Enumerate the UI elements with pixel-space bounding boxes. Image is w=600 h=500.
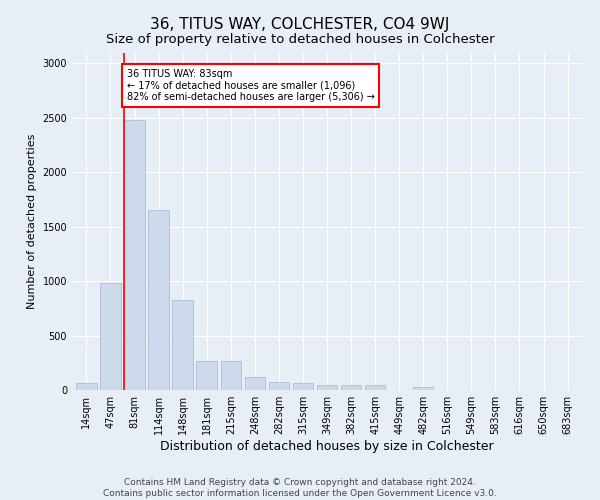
Bar [245, 377, 265, 390]
Bar [317, 384, 337, 390]
Text: 36, TITUS WAY, COLCHESTER, CO4 9WJ: 36, TITUS WAY, COLCHESTER, CO4 9WJ [151, 18, 449, 32]
Bar [172, 300, 193, 390]
Text: Contains HM Land Registry data © Crown copyright and database right 2024.
Contai: Contains HM Land Registry data © Crown c… [103, 478, 497, 498]
Text: 36 TITUS WAY: 83sqm
← 17% of detached houses are smaller (1,096)
82% of semi-det: 36 TITUS WAY: 83sqm ← 17% of detached ho… [127, 69, 374, 102]
Bar [293, 384, 313, 390]
Bar [196, 360, 217, 390]
Bar [221, 361, 241, 390]
Bar [124, 120, 145, 390]
Bar [76, 384, 97, 390]
Bar [413, 386, 433, 390]
Bar [365, 384, 385, 390]
Text: Size of property relative to detached houses in Colchester: Size of property relative to detached ho… [106, 32, 494, 46]
Bar [269, 382, 289, 390]
Bar [148, 210, 169, 390]
Y-axis label: Number of detached properties: Number of detached properties [27, 134, 37, 309]
Bar [341, 384, 361, 390]
X-axis label: Distribution of detached houses by size in Colchester: Distribution of detached houses by size … [160, 440, 494, 453]
Bar [100, 284, 121, 390]
